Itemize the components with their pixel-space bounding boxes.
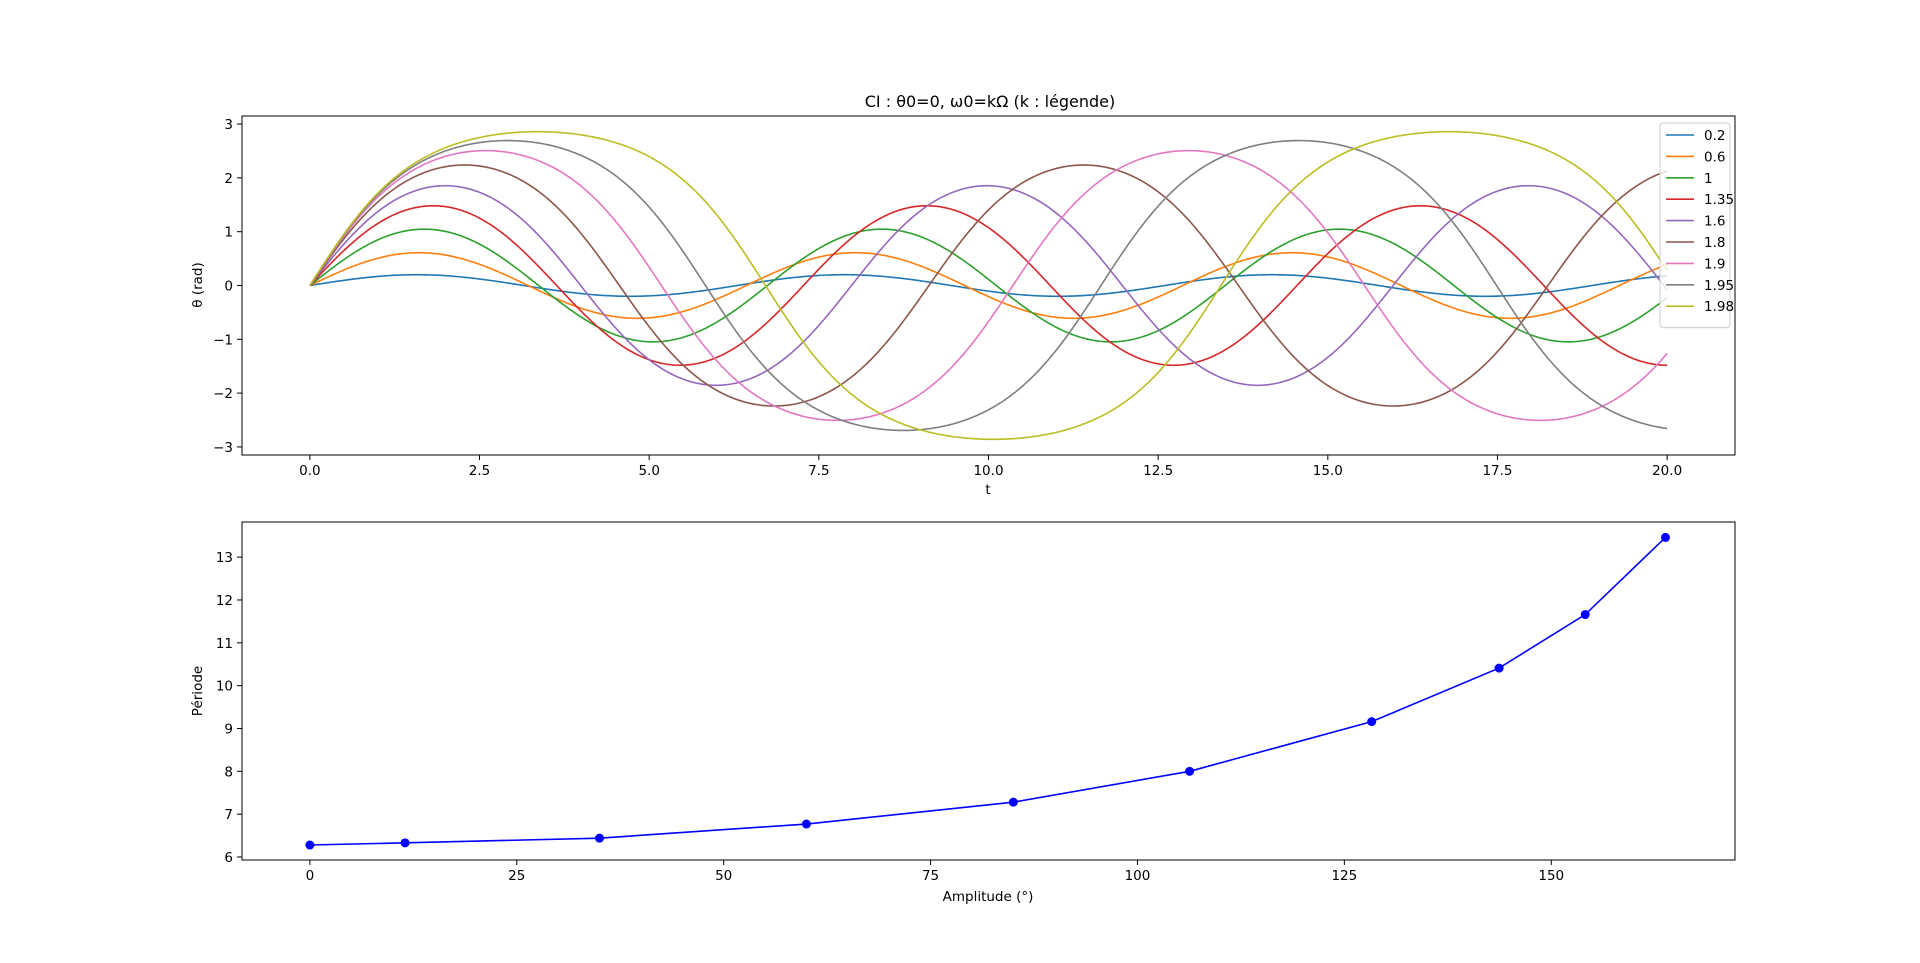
legend-entry-label: 1.35 — [1704, 192, 1734, 208]
x-tick-label: 20.0 — [1652, 463, 1682, 479]
series-line-k-1.98 — [309, 130, 1668, 441]
series-line-k-1.8 — [309, 164, 1668, 407]
period-series — [305, 532, 1670, 850]
period-point — [305, 840, 315, 850]
x-tick-label: 25 — [508, 868, 525, 884]
period-point — [1185, 766, 1195, 776]
legend-entry-label: 0.6 — [1704, 149, 1725, 165]
period-point — [1008, 797, 1018, 807]
x-tick-label: 75 — [922, 868, 939, 884]
y-tick-label: 10 — [216, 679, 233, 695]
y-tick-label: 7 — [224, 807, 233, 823]
bottom-y-axis-label: Période — [190, 666, 206, 716]
legend-entry-label: 1.8 — [1704, 235, 1725, 251]
x-tick-label: 125 — [1331, 868, 1357, 884]
x-tick-label: 2.5 — [469, 463, 490, 479]
period-point — [1494, 663, 1504, 673]
legend-entry-label: 0.2 — [1704, 128, 1725, 144]
top-x-axis-label: t — [985, 482, 990, 498]
period-point — [1367, 717, 1377, 727]
legend-entry-label: 1.9 — [1704, 256, 1725, 272]
x-tick-label: 12.5 — [1143, 463, 1173, 479]
y-tick-label: −2 — [213, 386, 233, 402]
period-point — [595, 833, 605, 843]
top-chart-title: CI : θ0=0, ω0=kΩ (k : légende) — [865, 92, 1115, 111]
y-tick-label: 12 — [216, 593, 233, 609]
y-tick-label: 8 — [224, 764, 233, 780]
period-line — [309, 536, 1667, 846]
x-tick-label: 0 — [306, 868, 315, 884]
series-line-k-1.6 — [309, 184, 1668, 387]
top-legend: 0.2 0.6 1 1.35 1.6 1.8 1.9 1.95 1.98 — [1659, 122, 1734, 329]
y-tick-label: 3 — [224, 117, 233, 133]
y-tick-label: 1 — [224, 225, 233, 241]
y-tick-label: 9 — [224, 721, 233, 737]
x-tick-label: 10.0 — [973, 463, 1003, 479]
x-tick-label: 17.5 — [1482, 463, 1512, 479]
x-tick-label: 7.5 — [808, 463, 829, 479]
bottom-x-ticks: 0 25 50 75 100 125 150 — [306, 860, 1564, 884]
legend-box — [1659, 122, 1731, 329]
y-tick-label: 11 — [216, 636, 233, 652]
series-line-k-1.9 — [309, 149, 1668, 422]
y-tick-label: 6 — [224, 850, 233, 866]
y-tick-label: 0 — [224, 279, 233, 295]
y-tick-label: 2 — [224, 171, 233, 187]
x-tick-label: 0.0 — [299, 463, 320, 479]
theta-vs-time-plot: CI : θ0=0, ω0=kΩ (k : légende) 0.0 2.5 5.0… — [190, 92, 1736, 498]
x-tick-label: 100 — [1125, 868, 1151, 884]
x-tick-label: 15.0 — [1313, 463, 1343, 479]
period-vs-amplitude-plot: 0 25 50 75 100 125 150 6 7 8 9 10 11 12 13 Amplitude … — [190, 521, 1736, 905]
y-tick-label: 13 — [216, 550, 233, 566]
legend-entry-label: 1.95 — [1704, 278, 1734, 294]
legend-entry-label: 1 — [1704, 171, 1713, 187]
bottom-x-axis-label: Amplitude (°) — [943, 889, 1034, 905]
bottom-y-ticks: 6 7 8 9 10 11 12 13 — [216, 550, 242, 866]
top-y-axis-label: θ (rad) — [190, 262, 206, 307]
series-line-k-1 — [309, 228, 1668, 343]
legend-entry-label: 1.98 — [1704, 299, 1734, 315]
series-line-k-0.6 — [309, 251, 1668, 320]
top-x-ticks: 0.0 2.5 5.0 7.5 10.0 12.5 15.0 17.5 20.0 — [299, 455, 1682, 479]
period-point — [801, 819, 811, 829]
y-tick-label: −1 — [213, 332, 233, 348]
theta-series-lines — [309, 130, 1668, 441]
top-y-ticks: −3 −2 −1 0 1 2 3 — [213, 117, 242, 456]
bottom-plot-frame — [241, 521, 1736, 861]
period-point — [1660, 532, 1670, 542]
top-plot-frame — [241, 115, 1736, 456]
series-line-k-1.35 — [309, 204, 1668, 367]
period-point — [400, 838, 410, 848]
x-tick-label: 150 — [1538, 868, 1564, 884]
period-point — [1580, 610, 1590, 620]
series-line-k-1.95 — [309, 139, 1668, 432]
series-line-k-0.2 — [309, 273, 1668, 298]
x-tick-label: 5.0 — [638, 463, 659, 479]
x-tick-label: 50 — [715, 868, 732, 884]
legend-entry-label: 1.6 — [1704, 214, 1725, 230]
y-tick-label: −3 — [213, 440, 233, 456]
